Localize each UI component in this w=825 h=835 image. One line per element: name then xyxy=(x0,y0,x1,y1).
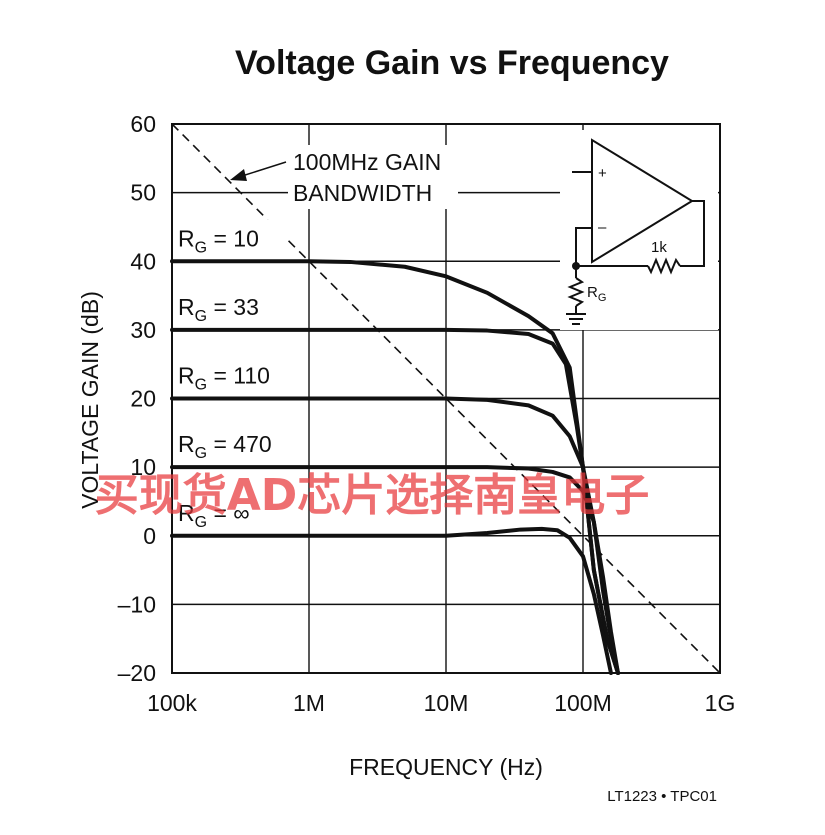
inset-feedback-resistor-label: 1k xyxy=(651,239,667,256)
inset-feedback-resistor xyxy=(647,257,681,275)
tick-labels: 100k 1M 10M 100M 1G 60 50 40 30 20 10 0 –10 –20 xyxy=(118,111,736,716)
y-axis-label: VOLTAGE GAIN (dB) xyxy=(77,291,103,509)
series-label-backdrop xyxy=(175,493,287,530)
series-line xyxy=(170,526,613,675)
y-tick-label: –10 xyxy=(118,591,156,617)
series-labels: RG = 10 RG = 33 RG = 110 RG = 470 RG = ∞ xyxy=(175,219,287,531)
gbw-arrow-head xyxy=(230,169,247,181)
op-amp-symbol xyxy=(591,138,694,264)
y-tick-label: 30 xyxy=(130,317,156,343)
part-code-label: LT1223 • TPC01 xyxy=(607,788,717,805)
gbw-label-backdrop xyxy=(288,145,458,209)
series-label: RG = 33 xyxy=(178,294,259,325)
series-label: RG = ∞ xyxy=(178,500,250,531)
series-label: RG = 10 xyxy=(178,225,259,256)
series-label-backdrop xyxy=(175,425,287,462)
y-tick-label: 50 xyxy=(130,180,156,206)
y-tick-label: –20 xyxy=(118,660,156,686)
gbw-annotation-line1: 100MHz GAIN xyxy=(293,149,441,175)
series-label-backdrop xyxy=(175,356,287,393)
series-group xyxy=(170,259,620,675)
x-tick-label: 1G xyxy=(705,690,736,716)
inset-circuit: + – 1k RG xyxy=(560,130,718,330)
series-label-backdrop xyxy=(175,287,287,324)
inset-plus-sign: + xyxy=(598,165,607,182)
series-label: RG = 110 xyxy=(178,363,270,394)
series-line xyxy=(170,465,620,675)
y-tick-label: 20 xyxy=(130,386,156,412)
y-tick-label: 40 xyxy=(130,248,156,274)
plot-frame xyxy=(171,123,721,674)
x-tick-label: 100k xyxy=(147,690,197,716)
x-axis-label: FREQUENCY (Hz) xyxy=(349,754,543,780)
y-tick-label: 60 xyxy=(130,111,156,137)
series-label: RG = 470 xyxy=(178,431,272,462)
series-label-backdrop xyxy=(175,219,287,256)
watermark-text: 买现货AD芯片选择南皇电子 xyxy=(95,470,650,521)
inset-minus-sign: – xyxy=(598,219,607,236)
inset-rg-label: RG xyxy=(587,284,606,304)
x-tick-label: 10M xyxy=(424,690,469,716)
chart-title: Voltage Gain vs Frequency xyxy=(235,44,669,82)
x-tick-label: 1M xyxy=(293,690,325,716)
inset-output-wire xyxy=(680,200,705,267)
y-tick-label: 0 xyxy=(143,523,156,549)
inset-rg-resistor xyxy=(567,277,585,307)
gbw-annotation-line2: BANDWIDTH xyxy=(293,180,432,206)
y-tick-label: 10 xyxy=(130,454,156,480)
gbw-line xyxy=(171,123,721,674)
x-tick-label: 100M xyxy=(554,690,612,716)
gbw-arrow-shaft xyxy=(241,161,287,177)
series-line xyxy=(170,327,620,675)
inset-minus-wire xyxy=(575,227,592,266)
